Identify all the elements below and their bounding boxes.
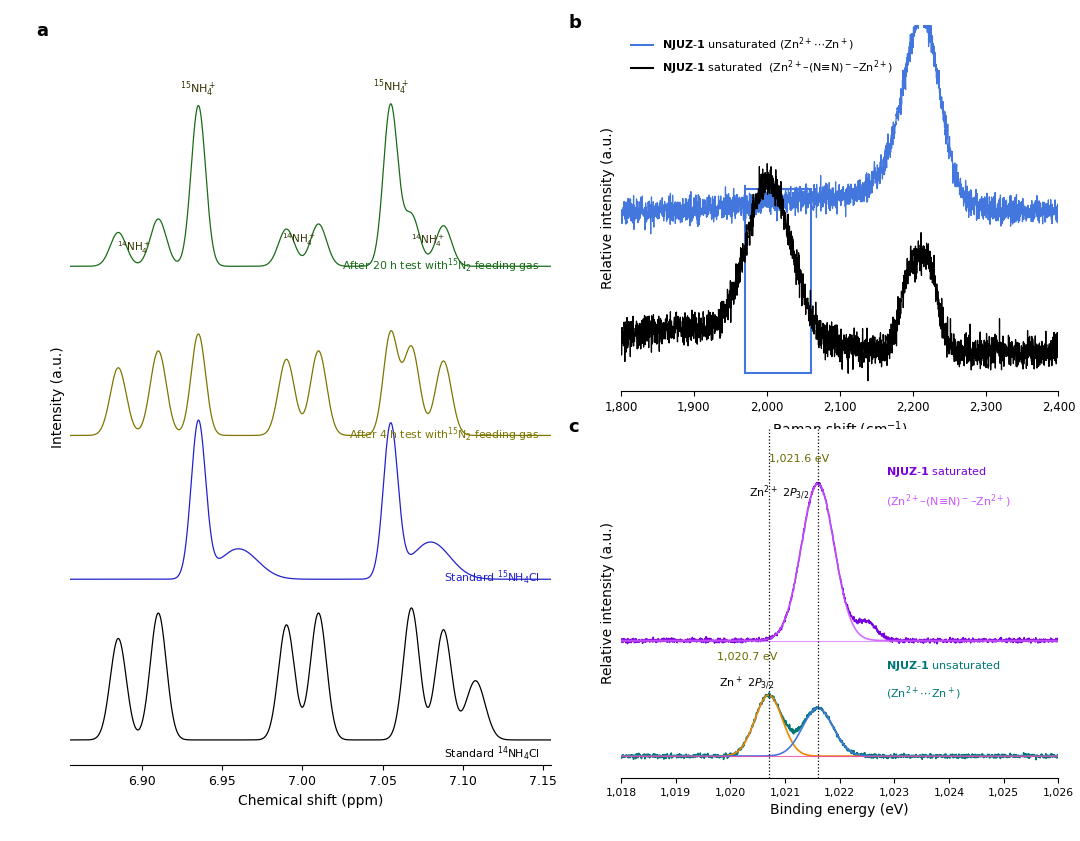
- Text: 1,021.6 eV: 1,021.6 eV: [769, 453, 828, 463]
- Text: a: a: [37, 22, 49, 40]
- Text: $^{14}$NH$_4^+$: $^{14}$NH$_4^+$: [410, 232, 444, 249]
- Text: b: b: [568, 14, 581, 32]
- X-axis label: Binding energy (eV): Binding energy (eV): [770, 803, 909, 817]
- Y-axis label: Relative intensity (a.u.): Relative intensity (a.u.): [602, 522, 616, 685]
- Text: $^{15}$NH$_4^+$: $^{15}$NH$_4^+$: [180, 79, 216, 98]
- Y-axis label: Intensity (a.u.): Intensity (a.u.): [51, 346, 65, 448]
- Bar: [745, 189, 810, 373]
- Text: $\mathbf{NJUZ\text{-}1}$ saturated: $\mathbf{NJUZ\text{-}1}$ saturated: [887, 465, 987, 479]
- Text: After 4 h test with$^{15}$N$_2$ feeding gas: After 4 h test with$^{15}$N$_2$ feeding …: [349, 426, 540, 444]
- Text: Zn$^+$ 2$P_{3/2}$: Zn$^+$ 2$P_{3/2}$: [719, 674, 774, 691]
- Text: c: c: [568, 419, 579, 436]
- Text: Zn$^{2+}$ 2$P_{3/2}$: Zn$^{2+}$ 2$P_{3/2}$: [750, 484, 810, 502]
- Text: $^{14}$NH$_4^+$: $^{14}$NH$_4^+$: [283, 231, 316, 248]
- X-axis label: Chemical shift (ppm): Chemical shift (ppm): [238, 794, 383, 807]
- Text: Standard $^{15}$NH$_4$Cl: Standard $^{15}$NH$_4$Cl: [444, 569, 540, 588]
- Text: (Zn$^{2+}$–(N≡N)$^-$–Zn$^{2+}$): (Zn$^{2+}$–(N≡N)$^-$–Zn$^{2+}$): [887, 493, 1011, 510]
- Text: $\mathbf{NJUZ\text{-}1}$ unsaturated: $\mathbf{NJUZ\text{-}1}$ unsaturated: [887, 659, 1001, 673]
- Text: 1,020.7 eV: 1,020.7 eV: [716, 652, 777, 662]
- Legend: $\mathbf{NJUZ\text{-}1}$ unsaturated (Zn$^{2+}$⋯Zn$^+$), $\mathbf{NJUZ\text{-}1}: $\mathbf{NJUZ\text{-}1}$ unsaturated (Zn…: [626, 31, 897, 82]
- Text: $^{14}$NH$_4^+$: $^{14}$NH$_4^+$: [118, 240, 151, 257]
- Text: After 20 h test with$^{15}$N$_2$ feeding gas: After 20 h test with$^{15}$N$_2$ feeding…: [342, 257, 540, 275]
- Y-axis label: Relative intensity (a.u.): Relative intensity (a.u.): [602, 127, 616, 289]
- Text: $^{15}$NH$_4^+$: $^{15}$NH$_4^+$: [373, 77, 408, 97]
- Text: (Zn$^{2+}$⋯Zn$^+$): (Zn$^{2+}$⋯Zn$^+$): [887, 685, 961, 702]
- Text: Standard $^{14}$NH$_4$Cl: Standard $^{14}$NH$_4$Cl: [444, 745, 540, 764]
- X-axis label: Raman shift (cm$^{-1}$): Raman shift (cm$^{-1}$): [772, 420, 907, 439]
